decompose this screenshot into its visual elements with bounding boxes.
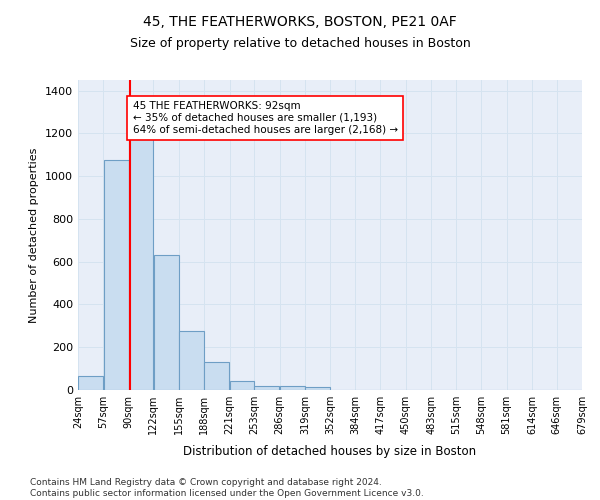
Text: 45 THE FEATHERWORKS: 92sqm
← 35% of detached houses are smaller (1,193)
64% of s: 45 THE FEATHERWORKS: 92sqm ← 35% of deta… <box>133 102 398 134</box>
Bar <box>205 362 229 390</box>
Bar <box>254 386 280 390</box>
Bar <box>129 136 153 390</box>
Bar <box>280 386 305 390</box>
Bar <box>154 256 179 390</box>
Y-axis label: Number of detached properties: Number of detached properties <box>29 148 40 322</box>
X-axis label: Distribution of detached houses by size in Boston: Distribution of detached houses by size … <box>184 446 476 458</box>
Bar <box>104 160 128 390</box>
Bar <box>179 331 204 390</box>
Bar <box>78 376 103 390</box>
Bar <box>230 382 254 390</box>
Text: 45, THE FEATHERWORKS, BOSTON, PE21 0AF: 45, THE FEATHERWORKS, BOSTON, PE21 0AF <box>143 15 457 29</box>
Bar <box>305 387 330 390</box>
Text: Contains HM Land Registry data © Crown copyright and database right 2024.
Contai: Contains HM Land Registry data © Crown c… <box>30 478 424 498</box>
Text: Size of property relative to detached houses in Boston: Size of property relative to detached ho… <box>130 38 470 51</box>
